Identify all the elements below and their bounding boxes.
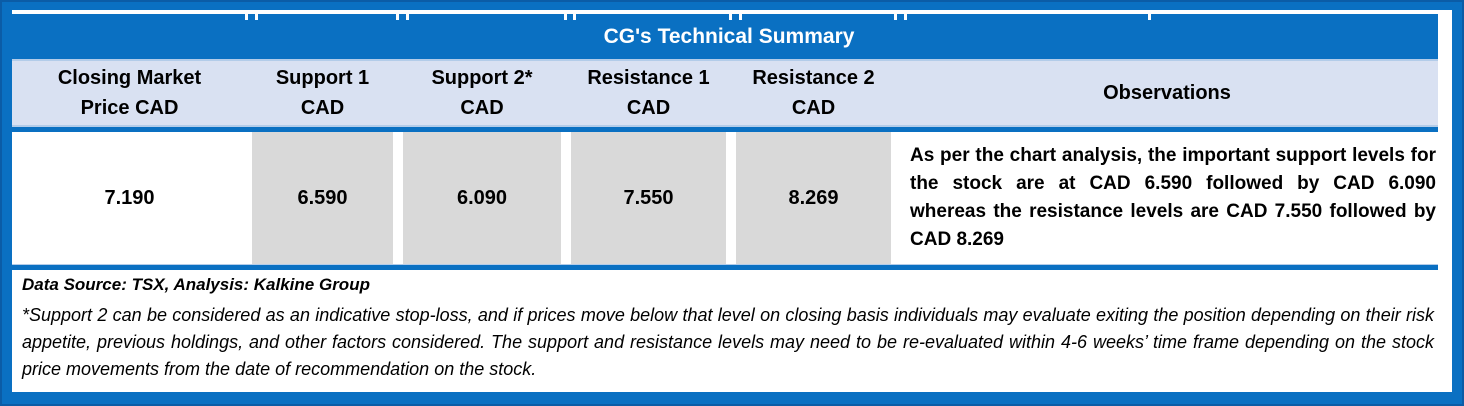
column-boundary-tick: [245, 10, 248, 20]
header-underline: [12, 127, 1438, 132]
column-header-support-2: Support 2* CAD: [398, 61, 566, 125]
column-boundary-tick: [904, 10, 907, 20]
header-line: Support 1: [275, 67, 370, 89]
column-header-resistance-2: Resistance 2 CAD: [731, 61, 896, 125]
header-line: Support 2*: [431, 67, 533, 89]
header-line: Resistance 1: [587, 67, 710, 89]
header-line: CAD: [791, 97, 836, 119]
data-source-text: Data Source: TSX, Analysis: Kalkine Grou…: [22, 275, 370, 294]
column-boundary-tick: [1148, 10, 1151, 20]
header-line: Closing Market: [57, 67, 202, 89]
column-header-closing-market-price: Closing Market Price CAD: [12, 61, 247, 125]
title-zone: CG's Technical Summary: [12, 10, 1438, 59]
data-row-underline: [12, 264, 1438, 270]
column-boundary-tick: [739, 10, 742, 20]
column-boundary-tick: [729, 10, 732, 20]
header-row: Closing Market Price CAD Support 1 CAD S…: [12, 61, 1438, 125]
footnote-text: *Support 2 can be considered as an indic…: [22, 305, 1434, 379]
column-header-resistance-1: Resistance 1 CAD: [566, 61, 731, 125]
top-strip: [12, 10, 1438, 14]
separator-line: [12, 125, 1438, 127]
column-boundary-tick: [894, 10, 897, 20]
header-line: Observations: [1103, 82, 1231, 104]
column-boundary-tick: [406, 10, 409, 20]
value-resistance-1: 7.550: [566, 132, 731, 264]
value-support-1: 6.590: [247, 132, 398, 264]
column-boundary-tick: [255, 10, 258, 20]
table-title: CG's Technical Summary: [603, 24, 855, 48]
header-line: Resistance 2: [752, 67, 875, 89]
header-line: CAD: [300, 97, 345, 119]
value-support-2: 6.090: [398, 132, 566, 264]
column-boundary-tick: [396, 10, 399, 20]
table-title-bar: CG's Technical Summary: [20, 14, 1438, 59]
column-boundary-tick: [573, 10, 576, 20]
header-line: CAD: [626, 97, 671, 119]
value-closing-market-price: 7.190: [104, 186, 155, 209]
column-boundary-tick: [564, 10, 567, 20]
data-source-row: Data Source: TSX, Analysis: Kalkine Grou…: [12, 270, 1438, 300]
column-header-support-1: Support 1 CAD: [247, 61, 398, 125]
value-resistance-2: 8.269: [731, 132, 896, 264]
observations-cell: As per the chart analysis, the important…: [896, 132, 1438, 264]
separator-line: [12, 59, 1438, 61]
header-line: CAD: [460, 97, 504, 119]
column-header-observations: Observations: [896, 61, 1438, 125]
observations-text: As per the chart analysis, the important…: [910, 145, 1436, 250]
data-row: 7.190 6.590 6.090 7.550 8.269 As per the…: [12, 132, 1438, 264]
header-line: Price CAD: [80, 97, 179, 119]
table-inner: CG's Technical Summary Closing Market Pr…: [12, 10, 1452, 392]
